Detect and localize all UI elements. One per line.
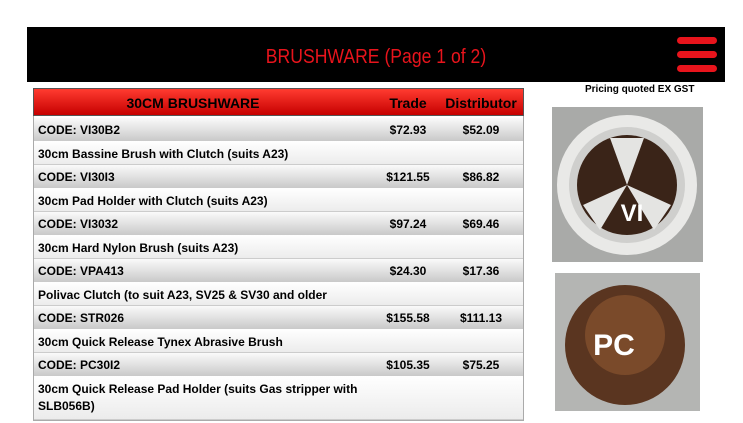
code-row [34,306,523,329]
code-row [34,259,523,282]
header-bar [27,27,725,82]
distributor-price: $75.25 [462,358,500,372]
trade-price: $105.35 [386,358,430,372]
description-row [34,188,523,212]
product-code: CODE: VPA413 [38,264,124,278]
column-header: Trade [389,95,427,111]
product-description: 30cm Pad Holder with Clutch (suits A23) [38,194,268,208]
product-description: 30cm Bassine Brush with Clutch (suits A2… [38,147,289,161]
trade-price: $72.93 [389,123,427,137]
spokes [583,138,671,230]
distributor-price: $52.09 [462,123,500,137]
product-code: CODE: VI3032 [38,217,119,231]
product-code: CODE: VI30B2 [38,123,121,137]
trade-price: $24.30 [389,264,427,278]
page-title: BRUSHWARE (Page 1 of 2) [265,46,487,68]
distributor-price: $69.46 [462,217,500,231]
distributor-price: $86.82 [462,170,500,184]
image-label: VI [621,200,644,227]
description-row [34,329,523,353]
product-description: 30cm Hard Nylon Brush (suits A23) [38,241,239,255]
image-label: PC [593,329,635,362]
distributor-price: $111.13 [459,311,503,325]
code-row [34,118,523,141]
trade-price: $97.24 [389,217,427,231]
menu-button[interactable] [677,37,717,73]
column-header: 30CM BRUSHWARE [126,95,260,111]
trade-price: $121.55 [386,170,430,184]
table-header [33,88,524,116]
pad [585,295,665,375]
description-row [34,282,523,306]
distributor-price: $17.36 [462,264,500,278]
description-row [34,141,523,165]
product-code: CODE: VI30I3 [38,170,115,184]
description-row [34,376,523,420]
code-row [34,353,523,376]
code-row [34,212,523,235]
product-description: 30cm Quick Release Tynex Abrasive Brush [38,335,283,349]
code-row [34,165,523,188]
pricing-note: Pricing quoted EX GST [585,84,695,95]
trade-price: $155.58 [386,311,430,325]
description-row [34,235,523,259]
column-header: Distributor [445,95,517,111]
product-code: CODE: PC30I2 [38,358,121,372]
product-code: CODE: STR026 [38,311,125,325]
product-images: VI PC [552,107,703,411]
product-description: 30cm Quick Release Pad Holder (suits Gas… [38,382,358,413]
